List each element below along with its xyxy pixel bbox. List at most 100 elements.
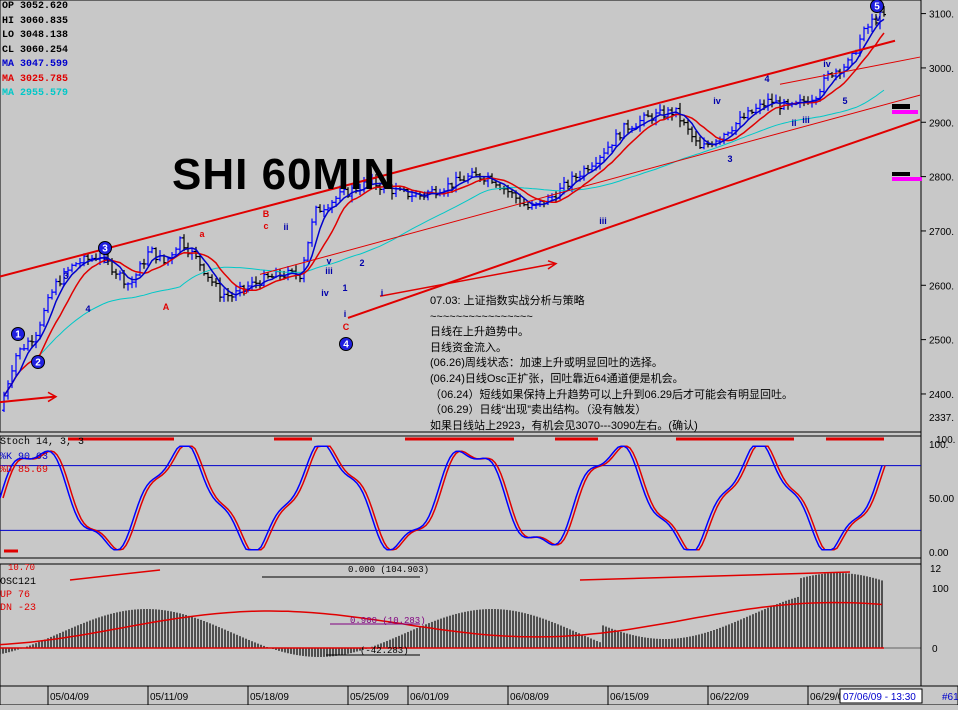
note-line: 日线在上升趋势中。 <box>430 326 529 339</box>
symbol-title: SHI 60MIN <box>172 150 397 199</box>
wave-label: b <box>242 286 248 296</box>
price-tick-label: 2900. <box>929 118 954 129</box>
date-label: 06/22/09 <box>710 692 749 703</box>
ma-fast-line <box>3 18 885 397</box>
date-label: 06/29/09 <box>810 692 849 703</box>
stoch-k-readout: %K 90.03 <box>0 451 48 464</box>
cursor-date-box <box>839 688 923 704</box>
stoch-tick-label: 50.00 <box>929 494 954 505</box>
quote-value: 3052.620 <box>20 1 69 12</box>
stoch-d-label: %D <box>0 465 13 476</box>
wave-circle <box>98 241 112 255</box>
mid-arrow-line <box>379 262 556 297</box>
marker-block <box>892 177 922 181</box>
date-label: 06/15/09 <box>610 692 649 703</box>
osc-tick-label: 0 <box>932 644 938 655</box>
note-title: 07.03: 上证指数实战分析与策略 <box>430 295 585 307</box>
osc-up-readout: UP 76 <box>0 589 30 602</box>
wave-label: 1 <box>15 330 21 341</box>
wave-label: 2 <box>35 358 41 369</box>
wave-label: 5 <box>842 96 847 106</box>
upper-fan-line <box>779 56 921 85</box>
osc-dn-label: DN <box>0 603 13 614</box>
note-line: (06.24)日线Osc正扩张，回吐靠近64通道便是机会。 <box>430 372 684 385</box>
wave-circle <box>870 0 884 13</box>
note-line: (06.26)周线状态：加速上升或明显回吐的选择。 <box>430 357 663 370</box>
stoch-d-readout: %D 85.69 <box>0 464 48 477</box>
quote-row: MA 3025.785 <box>2 73 68 87</box>
marker-block <box>892 104 910 109</box>
note-line: （06.29）日线“出现”卖出结构。（没有触发） <box>430 404 647 417</box>
wave-label: B <box>263 209 270 219</box>
stoch-d-value: 85.69 <box>18 465 49 476</box>
osc-title: OSC121 <box>0 577 37 588</box>
wave-label: 5 <box>103 255 108 265</box>
wave-label: 1 <box>342 283 347 293</box>
quote-value: 3025.785 <box>20 73 69 85</box>
osc-partial-label: 10.70 <box>8 563 36 573</box>
quote-label: OP <box>2 1 21 12</box>
note-line: 日线资金流入。 <box>430 341 507 354</box>
osc-up-label: UP <box>0 590 13 601</box>
quote-row: CL 3060.254 <box>2 44 68 58</box>
quote-value: 2955.579 <box>20 88 69 99</box>
left-arrow-line <box>0 395 56 404</box>
wave-label: C <box>343 322 350 332</box>
wave-label: v <box>326 256 331 266</box>
wave-label: 3 <box>63 271 68 281</box>
osc-arrow-line <box>579 571 851 581</box>
ma-mid-line <box>3 32 885 397</box>
wave-label: c <box>263 221 268 231</box>
last-price-tag: 2337. <box>929 413 954 424</box>
wave-label: a <box>199 229 205 239</box>
quote-value: 3060.835 <box>20 15 69 27</box>
quote-label: HI <box>2 15 21 27</box>
price-tick-label: 2600. <box>929 281 954 292</box>
quote-row: OP 3052.620 <box>2 0 68 14</box>
osc-arrow-line <box>69 569 161 581</box>
wave-label: v <box>875 13 880 23</box>
osc-top-tag: 12 <box>930 564 942 575</box>
stoch-k-line <box>0 445 883 551</box>
stoch-d-line <box>2 445 886 551</box>
note-separator: ~~~~~~~~~~~~~~~~ <box>430 310 533 323</box>
date-label: 05/04/09 <box>50 692 89 703</box>
wave-label: iv <box>321 288 329 298</box>
wave-label: 5 <box>874 2 880 13</box>
quote-label: MA <box>2 88 21 99</box>
quote-value: 3047.599 <box>20 59 69 70</box>
marker-block <box>892 110 918 114</box>
inner-trend-line <box>259 94 921 275</box>
wave-label: 4 <box>85 304 90 314</box>
fib-label-bottom: (-42.283) <box>360 646 409 656</box>
wave-label: iv <box>713 96 721 106</box>
price-tick-label: 3100. <box>929 10 954 21</box>
date-label: 06/01/09 <box>410 692 449 703</box>
stoch-k-label: %K <box>0 452 13 463</box>
wave-label: ii <box>791 118 796 128</box>
wave-label: 3 <box>727 154 732 164</box>
price-tick-label: 2500. <box>929 336 954 347</box>
stoch-top-tag: 100. <box>936 435 955 446</box>
wave-label: A <box>163 302 170 312</box>
wave-label: ii <box>283 222 288 232</box>
stoch-tick-label: 100. <box>929 440 948 451</box>
date-label: 05/11/09 <box>150 692 189 703</box>
left-arrow-head <box>47 391 58 403</box>
stoch-title: Stoch 14, 3, 3 <box>0 437 85 448</box>
stoch-k-value: 90.03 <box>18 452 49 463</box>
price-tick-label: 3000. <box>929 64 954 75</box>
quote-label: MA <box>2 59 21 70</box>
wave-label: 4 <box>764 74 769 84</box>
wave-circle <box>31 355 45 369</box>
date-label: 06/08/09 <box>510 692 549 703</box>
quote-value: 3060.254 <box>20 44 69 56</box>
wave-label: iv <box>823 59 831 69</box>
wave-label: i <box>381 288 384 298</box>
osc-dn-readout: DN -23 <box>0 602 36 615</box>
wave-circle <box>11 327 25 341</box>
ma-slow-line <box>3 89 885 397</box>
